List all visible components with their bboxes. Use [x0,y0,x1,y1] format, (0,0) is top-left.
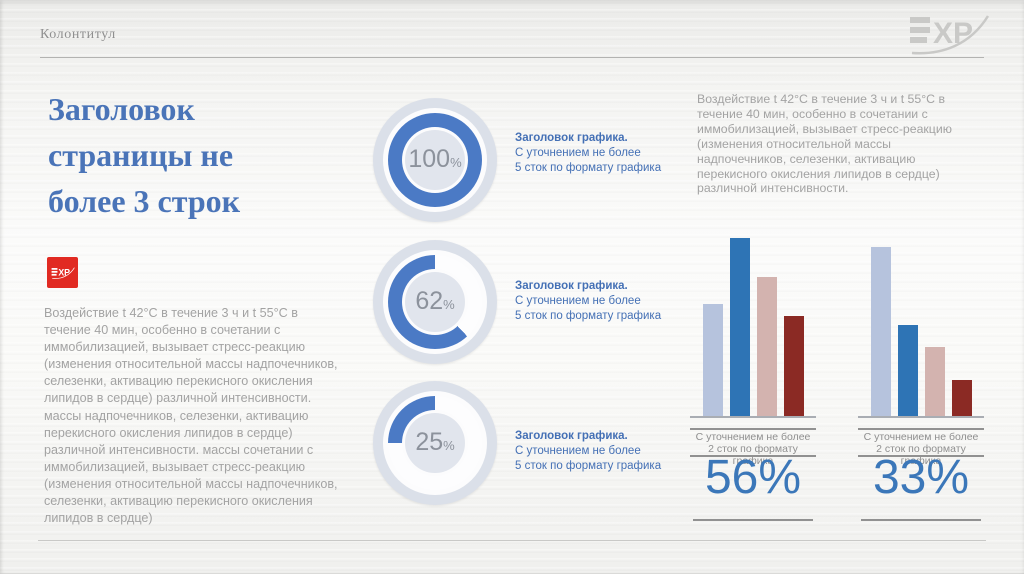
caption-line: С уточнением не более [863,431,979,443]
donut-value-unit: % [443,297,455,312]
exp-logo-letters: XP [933,17,973,50]
title-line: страницы не [48,137,234,173]
donut-caption: Заголовок графика. С уточнением не более… [515,279,690,324]
caption-line: 2 сток по формату [708,443,798,455]
donut-caption: Заголовок графика. С уточнением не более… [515,429,690,474]
donut-caption-line: С уточнением не более [515,295,641,307]
bar-chart-caption: С уточнением не более 2 сток по формату … [858,431,984,467]
donut-caption-title: Заголовок графика. [515,430,628,442]
donut-caption-line: 5 сток по формату графика [515,310,662,322]
donut-caption-line: С уточнением не более [515,147,641,159]
bar [951,380,972,416]
donut-caption-line: 5 сток по формату графика [515,460,662,472]
bar-chart-block: С уточнением не более 2 сток по формату … [690,238,816,540]
donut-caption-title: Заголовок графика. [515,280,628,292]
title-line: Заголовок [48,91,195,127]
caption-line: графика [900,455,942,467]
donut-caption: Заголовок графика. С уточнением не более… [515,131,690,176]
big-percentage: 33% [872,451,970,504]
bar [897,325,918,416]
bar [702,303,723,416]
donut-chart-100: 100% [373,98,497,222]
page-title: Заголовок страницы не более 3 строк [48,86,348,224]
bar-chart [858,238,984,418]
bottom-divider [38,540,986,541]
logo-swoosh-icon [911,15,990,55]
running-header: Колонтитул [40,27,116,42]
donut-value: 100% [405,130,465,190]
bar [783,316,804,416]
bar-chart-block: С уточнением не более 2 сток по формату … [858,238,984,540]
logo-swoosh-icon [51,267,75,279]
bar [924,346,945,416]
donut-chart-25: 25% [373,381,497,505]
donut-value-number: 62 [415,287,444,315]
bar [729,238,750,416]
caption-line: 2 сток по формату [876,443,966,455]
donut-caption-line: С уточнением не более [515,445,641,457]
exp-logo-letters-small: XP [58,267,70,277]
right-body-text: Воздействие t 42°C в течение 3 ч и t 55°… [697,92,952,196]
donut-value-number: 100 [408,145,451,173]
big-percentage: 56% [704,451,802,504]
bar [756,277,777,416]
bar [870,246,891,416]
left-body-text: Воздействие t 42°C в течение 3 ч и t 55°… [44,306,338,526]
number-underline [693,519,813,521]
donut-value-unit: % [443,438,455,453]
caption-rule [690,428,816,430]
donut-value-number: 25 [415,428,444,456]
donut-value: 25% [405,413,465,473]
donut-chart-62: 62% [373,240,497,364]
title-line: более 3 строк [48,183,241,219]
bar-chart [690,238,816,418]
caption-rule [858,428,984,430]
caption-line: графика [732,455,774,467]
exp-logo-red-icon: XP [47,257,78,288]
donut-value-unit: % [450,155,462,170]
header-divider [40,57,984,58]
number-underline [861,519,981,521]
caption-rule [690,455,816,457]
donut-value: 62% [405,272,465,332]
donut-caption-title: Заголовок графика. [515,132,628,144]
caption-line: С уточнением не более [695,431,811,443]
caption-rule [858,455,984,457]
exp-logo-icon: XP [910,15,990,55]
bar-chart-caption: С уточнением не более 2 сток по формату … [690,431,816,467]
donut-caption-line: 5 сток по формату графика [515,162,662,174]
